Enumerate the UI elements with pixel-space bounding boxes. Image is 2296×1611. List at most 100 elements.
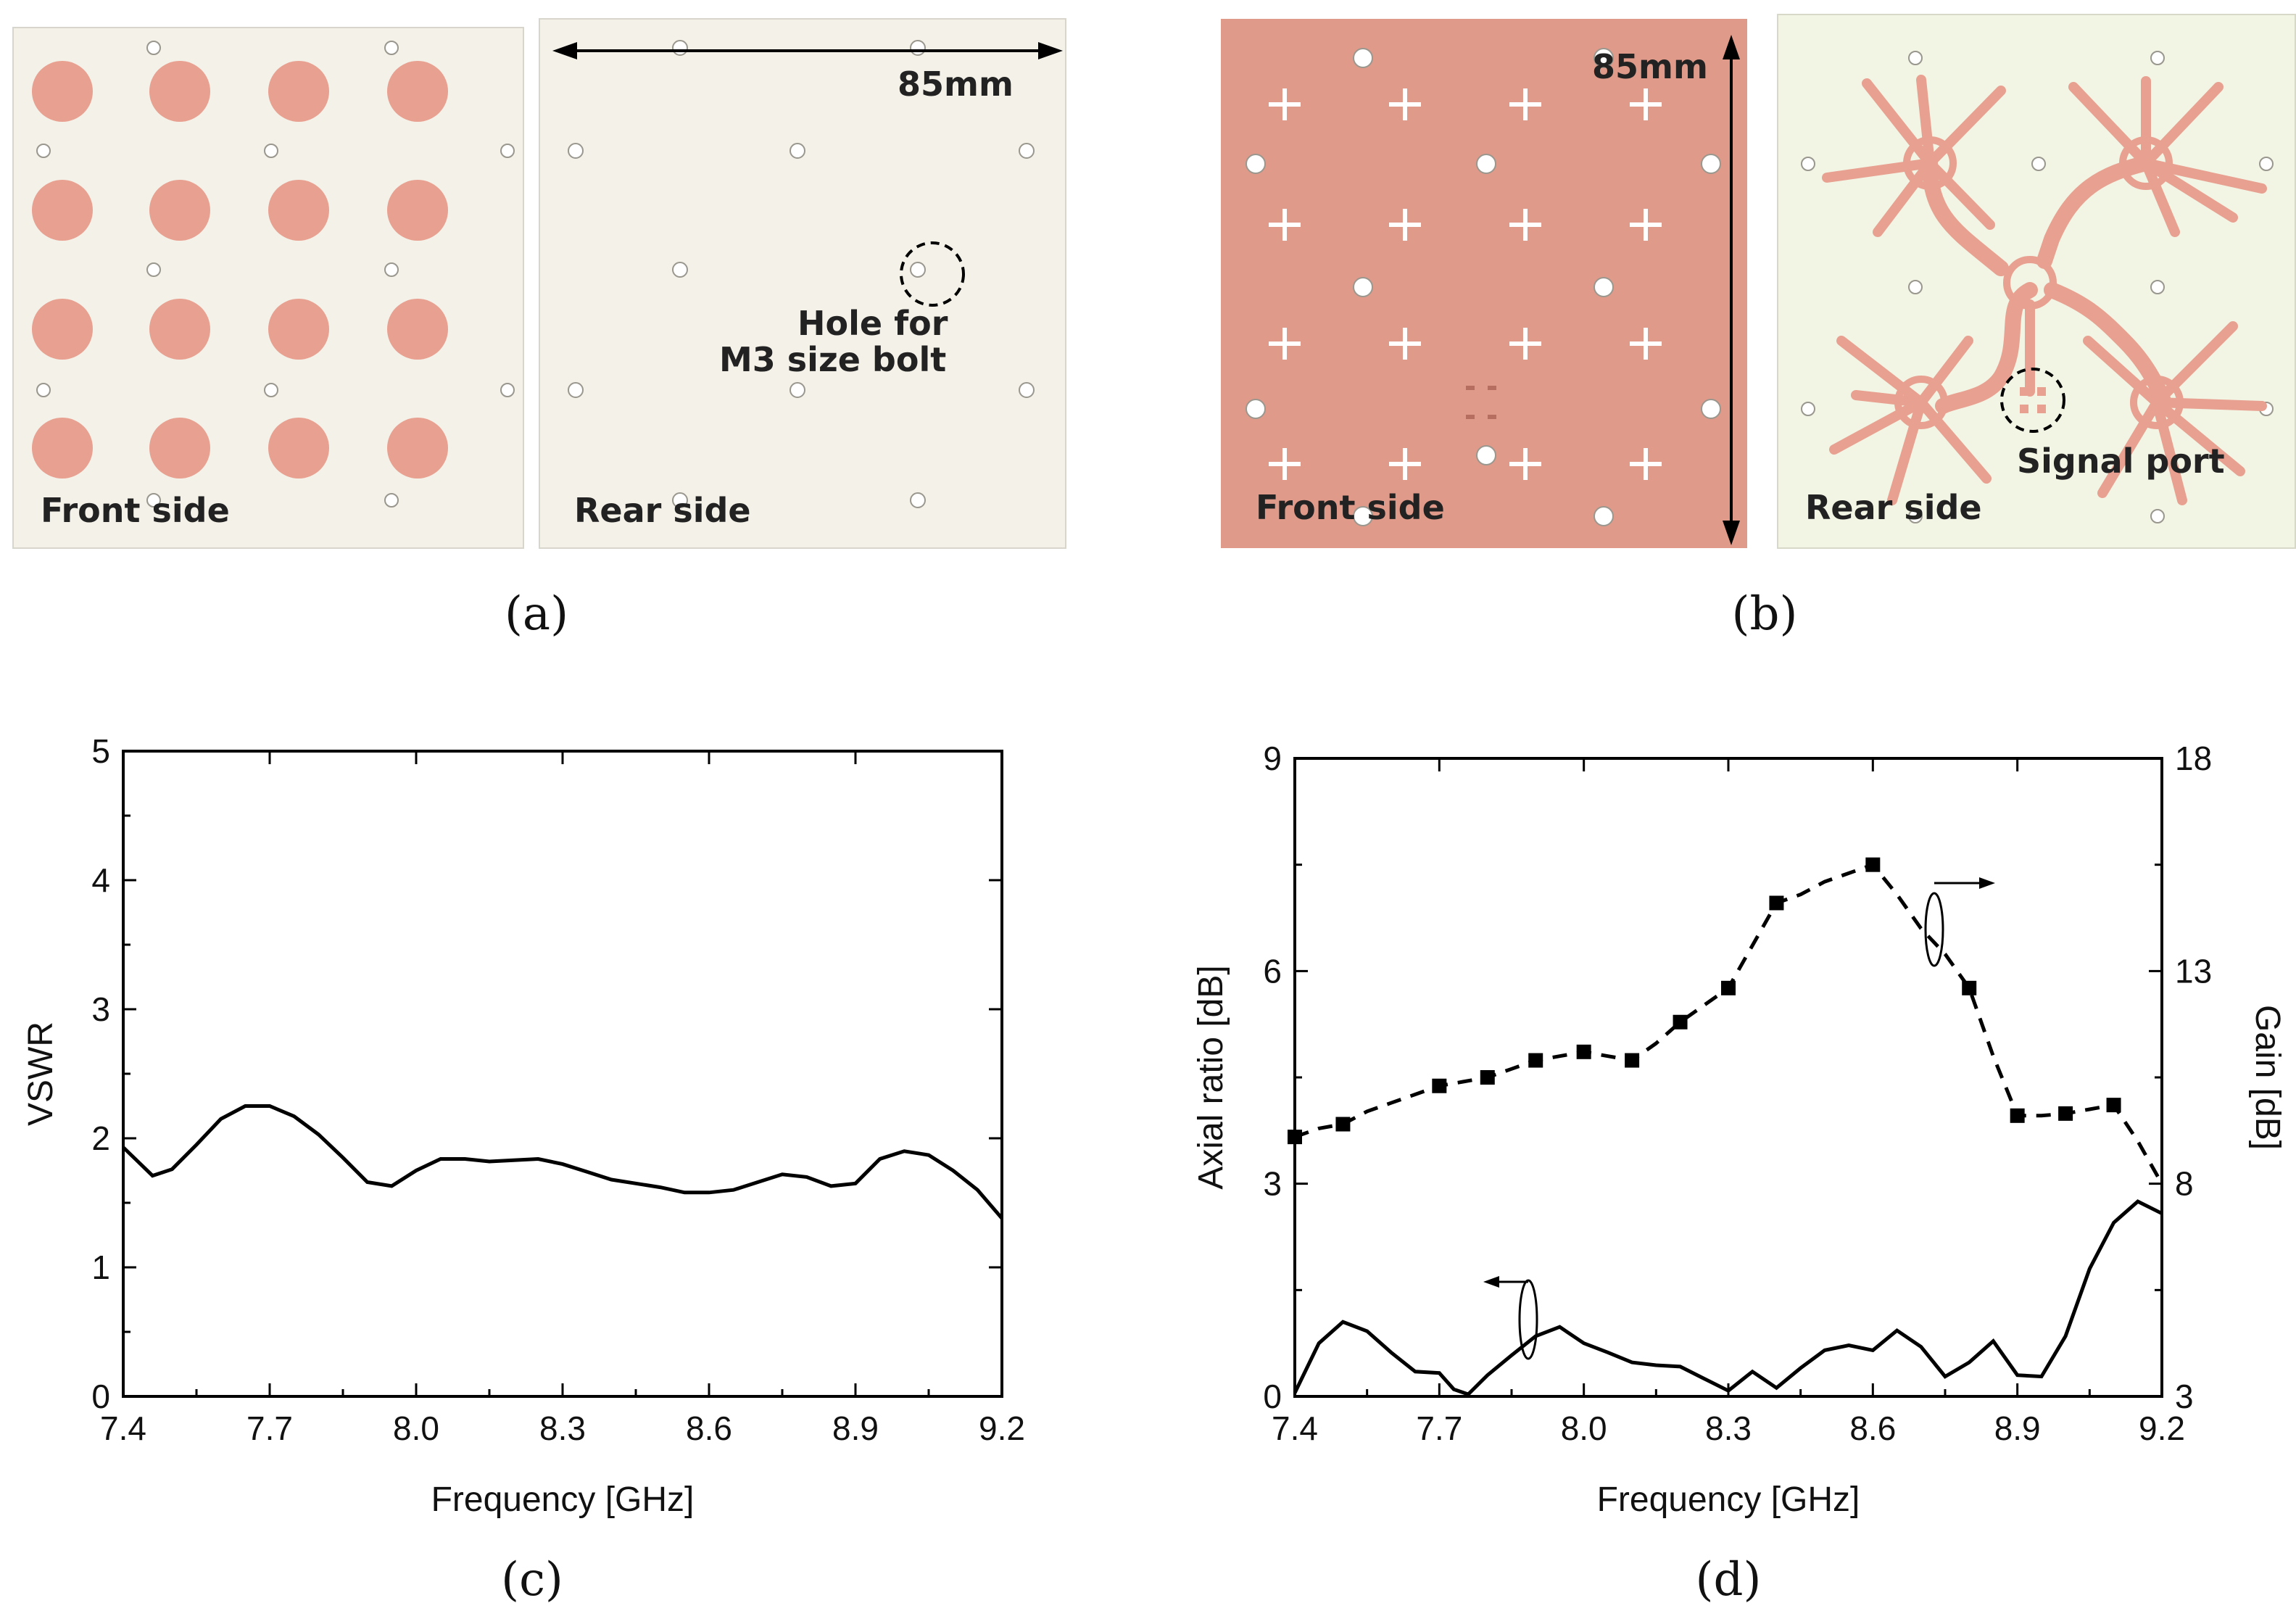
- patch-element: [32, 180, 93, 241]
- patch-element: [268, 61, 329, 122]
- feed-stub: [1873, 158, 1935, 237]
- patch-element: [149, 299, 210, 360]
- x-tick-label: 7.4: [100, 1409, 146, 1447]
- feed-stubs: [1822, 75, 2267, 505]
- mounting-hole: [789, 143, 805, 159]
- power-divider: [2003, 256, 2057, 310]
- mounting-hole: [384, 262, 399, 277]
- gain-marker: [2058, 1106, 2073, 1121]
- y-tick-label: 2: [91, 1119, 110, 1157]
- panel-a: Front side 85mm Hole for M3 size bolt Re…: [12, 18, 1066, 641]
- cross-slot: [1509, 209, 1541, 241]
- panel-b-rear-board: Signal port Rear side: [1777, 14, 2296, 549]
- mounting-hole: [1593, 277, 1614, 297]
- cross-slot: [1630, 209, 1662, 241]
- feed-stub: [2152, 321, 2238, 407]
- cross-slot: [1389, 209, 1421, 241]
- gain-marker: [1576, 1044, 1591, 1059]
- feed-stub: [2152, 397, 2245, 476]
- gain-marker: [1432, 1078, 1447, 1093]
- feed-pins: [1466, 386, 1496, 419]
- mounting-hole: [146, 41, 161, 55]
- panel-a-rear-label: Rear side: [574, 491, 751, 530]
- mounting-hole: [672, 40, 688, 56]
- cross-slot: [1509, 88, 1541, 120]
- chart-d-xlabel: Frequency [GHz]: [1597, 1480, 1860, 1519]
- panel-d-caption: (d): [1696, 1553, 1762, 1607]
- patch-element: [149, 61, 210, 122]
- y-tick-label: 4: [91, 861, 110, 899]
- arrowhead-left: [552, 42, 577, 59]
- gain-marker: [1865, 857, 1881, 872]
- mounting-hole: [1593, 48, 1614, 68]
- cross-slot: [1630, 88, 1662, 120]
- gain-indicator: [1924, 877, 1995, 967]
- mounting-hole: [1908, 51, 1923, 65]
- gain-marker: [1288, 1130, 1302, 1145]
- feed-stub: [1862, 78, 1935, 168]
- arrowhead-bottom: [1723, 521, 1740, 545]
- mounting-hole: [1019, 143, 1035, 159]
- chart-c-ticks: 7.4 7.7 8.0 8.3 8.6 8.9 9.2 0 1 2 3 4 5: [91, 732, 1025, 1447]
- patch-element: [32, 418, 93, 479]
- y-tick-label: 0: [91, 1378, 110, 1415]
- gain-marker: [1962, 980, 1977, 995]
- cross-slot: [1630, 328, 1662, 360]
- patch-element: [387, 61, 448, 122]
- mounting-holes: [36, 41, 515, 508]
- hole-note-line1: Hole for: [797, 304, 948, 343]
- mounting-hole: [789, 382, 805, 398]
- chart-c-xlabel: Frequency [GHz]: [431, 1480, 695, 1519]
- y-tick-label: 1: [91, 1248, 110, 1286]
- x-tick-label: 8.0: [1561, 1409, 1607, 1447]
- mounting-hole: [2150, 280, 2165, 294]
- mounting-hole: [36, 383, 51, 397]
- feed-network: [1922, 155, 2172, 414]
- gain-marker: [1721, 980, 1736, 995]
- patch-element: [268, 418, 329, 479]
- patch-element: [268, 299, 329, 360]
- feed-stub: [2141, 82, 2224, 168]
- mounting-hole: [910, 492, 926, 508]
- chart-d-ylabel-left: Axial ratio [dB]: [1192, 965, 1230, 1189]
- panel-b-caption: (b): [1732, 587, 1798, 641]
- cross-slot: [1509, 448, 1541, 480]
- feed-stub: [1851, 390, 1926, 407]
- x-tick-label: 8.6: [1849, 1409, 1896, 1447]
- gain-marker: [1673, 1014, 1688, 1030]
- bolt-hole-highlight: [900, 241, 965, 307]
- x-tick-label: 8.6: [686, 1409, 732, 1447]
- axial-ratio-series-line: [1293, 1199, 2163, 1396]
- feed-stub: [2068, 82, 2151, 168]
- feed-stub: [2083, 336, 2162, 407]
- hole-note-line2: M3 size bolt: [719, 340, 946, 379]
- mounting-hole: [1908, 280, 1923, 294]
- mounting-hole: [1476, 154, 1496, 174]
- chart-d-ylabel-right: Gain [dB]: [2248, 1005, 2287, 1150]
- y-tick-label: 3: [1263, 1165, 1282, 1203]
- patch-element: [387, 418, 448, 479]
- chart-d: 7.4 7.7 8.0 8.3 8.6 8.9 9.2 0 3 6 9 3 8 13 18 Frequenc…: [1192, 740, 2287, 1607]
- mounting-hole: [264, 383, 278, 397]
- x-tick-label: 7.7: [1416, 1409, 1462, 1447]
- gain-marker: [2106, 1098, 2121, 1113]
- gain-marker: [1480, 1070, 1495, 1085]
- cross-slot: [1269, 209, 1301, 241]
- x-tick-label: 8.0: [393, 1409, 439, 1447]
- mounting-hole: [1019, 382, 1035, 398]
- patch-element: [149, 180, 210, 241]
- cross-slot: [1389, 448, 1421, 480]
- patch-element: [32, 61, 93, 122]
- panel-b-front-label: Front side: [1256, 488, 1445, 527]
- feed-stub: [1836, 336, 1926, 407]
- feed-stub: [1916, 336, 1973, 407]
- feed-stub: [2141, 158, 2267, 194]
- chart-c-ylabel: VSWR: [22, 1022, 60, 1126]
- chart-c: 7.4 7.7 8.0 8.3 8.6 8.9 9.2 0 1 2 3 4 5 Frequency [G…: [22, 732, 1025, 1607]
- mounting-hole: [910, 40, 926, 56]
- feed-stub: [2141, 158, 2180, 237]
- mounting-hole: [910, 262, 926, 278]
- x-tick-label: 9.2: [2139, 1409, 2185, 1447]
- gain-marker: [2010, 1108, 2025, 1123]
